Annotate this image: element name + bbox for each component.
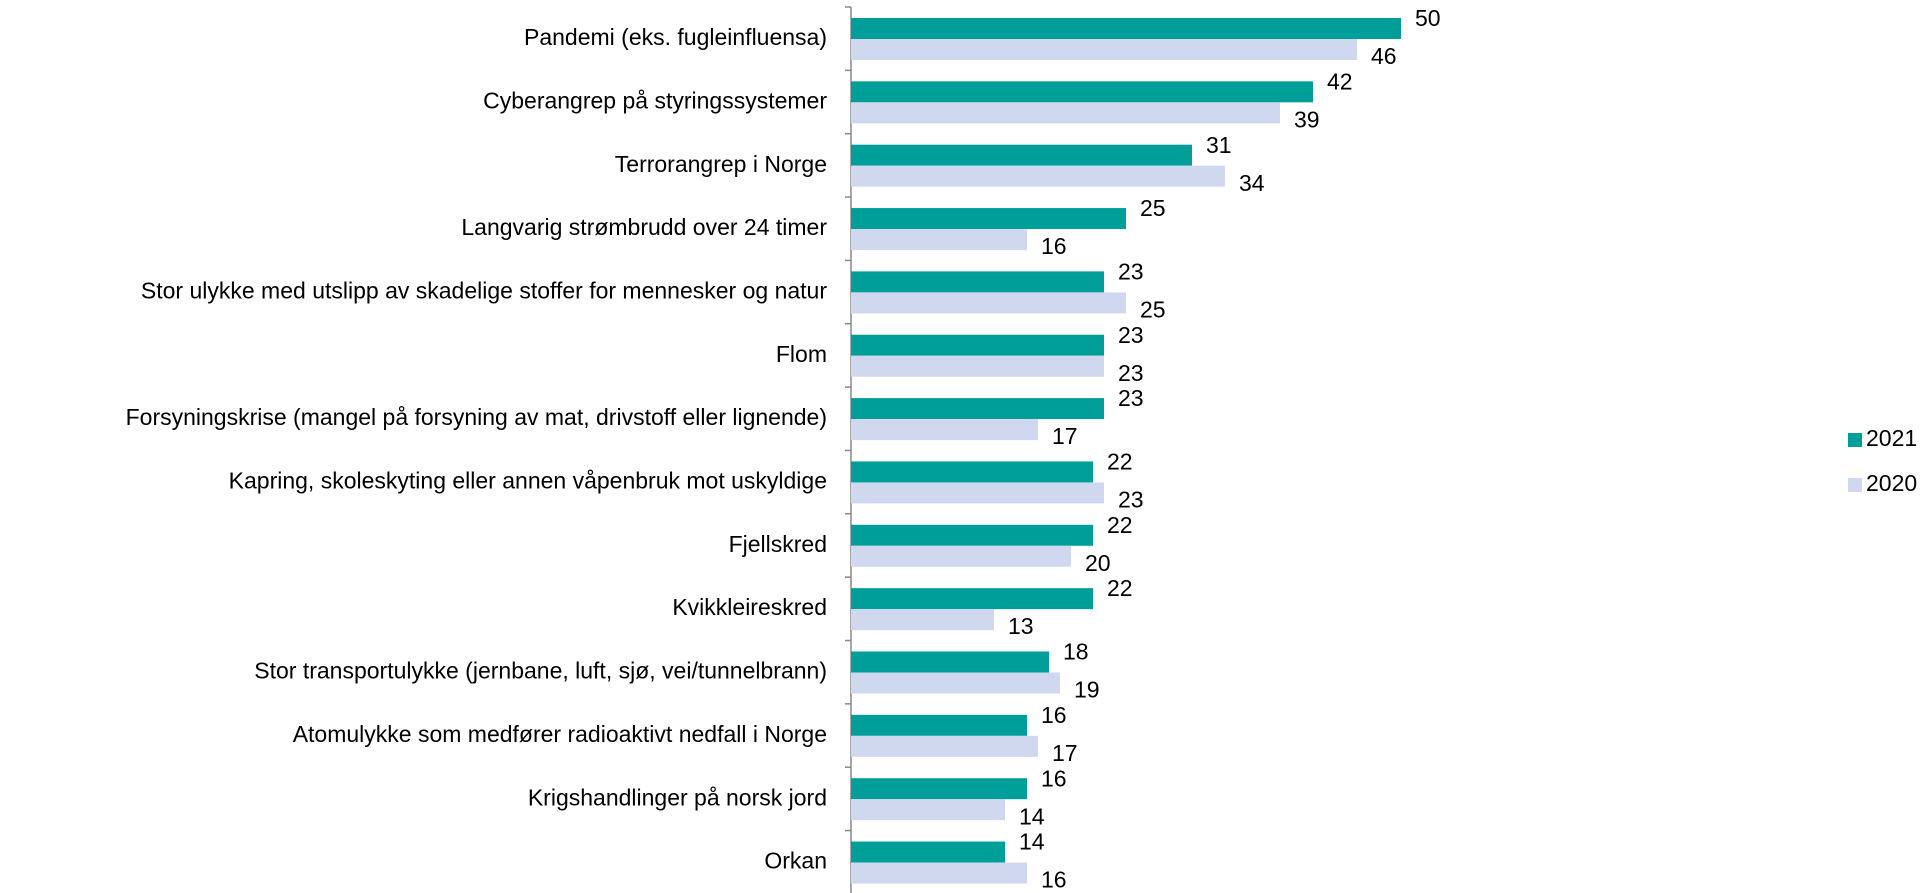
- value-label: 20: [1085, 550, 1111, 576]
- bar: [851, 841, 1005, 863]
- category-label: Cyberangrep på styringssystemer: [483, 87, 827, 113]
- value-label: 34: [1239, 170, 1265, 196]
- category-label: Stor ulykke med utslipp av skadelige sto…: [141, 277, 827, 303]
- bar: [851, 672, 1060, 694]
- value-label: 18: [1063, 639, 1089, 665]
- value-label: 50: [1415, 5, 1441, 31]
- value-label: 25: [1140, 296, 1166, 322]
- bar: [851, 482, 1104, 504]
- legend-swatch: [1848, 478, 1862, 492]
- value-label: 16: [1041, 702, 1067, 728]
- bar: [851, 778, 1027, 800]
- bar: [851, 524, 1093, 546]
- bar: [851, 419, 1038, 441]
- value-label: 13: [1008, 613, 1034, 639]
- value-label: 31: [1206, 132, 1232, 158]
- category-label: Krigshandlinger på norsk jord: [528, 784, 827, 810]
- value-label: 16: [1041, 233, 1067, 259]
- value-label: 39: [1294, 106, 1320, 132]
- value-label: 23: [1118, 487, 1144, 513]
- legend-label: 2020: [1866, 470, 1917, 496]
- value-label: 17: [1052, 740, 1078, 766]
- bar: [851, 208, 1126, 230]
- bar: [851, 588, 1093, 610]
- value-label: 19: [1074, 677, 1100, 703]
- value-label: 16: [1041, 765, 1067, 791]
- value-label: 16: [1041, 867, 1067, 893]
- value-label: 46: [1371, 43, 1397, 69]
- category-label: Forsyningskrise (mangel på forsyning av …: [126, 404, 827, 430]
- bar: [851, 102, 1280, 124]
- category-label: Flom: [776, 341, 827, 367]
- bar: [851, 461, 1093, 483]
- value-label: 17: [1052, 423, 1078, 449]
- bar: [851, 651, 1049, 673]
- category-label: Fjellskred: [729, 531, 827, 557]
- bar: [851, 545, 1071, 567]
- bar: [851, 799, 1005, 821]
- bar: [851, 862, 1027, 884]
- bar: [851, 735, 1038, 757]
- value-label: 25: [1140, 195, 1166, 221]
- value-label: 22: [1107, 575, 1133, 601]
- bar: [851, 229, 1027, 251]
- bar: [851, 39, 1357, 60]
- value-label: 23: [1118, 258, 1144, 284]
- category-label: Pandemi (eks. fugleinfluensa): [524, 24, 827, 50]
- value-label: 22: [1107, 512, 1133, 538]
- value-label: 14: [1019, 829, 1045, 855]
- category-label: Terrorangrep i Norge: [615, 151, 827, 177]
- category-label: Stor transportulykke (jernbane, luft, sj…: [254, 658, 827, 684]
- bar: [851, 165, 1225, 187]
- bar: [851, 609, 994, 631]
- bar: [851, 292, 1126, 314]
- bar: [851, 334, 1104, 356]
- value-label: 23: [1118, 360, 1144, 386]
- category-label: Langvarig strømbrudd over 24 timer: [461, 214, 827, 240]
- category-label: Kapring, skoleskyting eller annen våpenb…: [229, 468, 827, 494]
- bar: [851, 144, 1192, 166]
- value-label: 22: [1107, 449, 1133, 475]
- value-label: 23: [1118, 385, 1144, 411]
- value-label: 14: [1019, 803, 1045, 829]
- category-label: Atomulykke som medfører radioaktivt nedf…: [293, 721, 827, 747]
- bar: [851, 398, 1104, 420]
- category-label: Orkan: [764, 848, 827, 874]
- legend-label: 2021: [1866, 425, 1917, 451]
- value-label: 42: [1327, 68, 1353, 94]
- bar: [851, 18, 1401, 39]
- category-label: Kvikkleireskred: [672, 594, 827, 620]
- bar: [851, 81, 1313, 103]
- bar: [851, 271, 1104, 293]
- legend-swatch: [1848, 433, 1862, 447]
- bar: [851, 355, 1104, 377]
- bar: [851, 714, 1027, 736]
- value-label: 23: [1118, 322, 1144, 348]
